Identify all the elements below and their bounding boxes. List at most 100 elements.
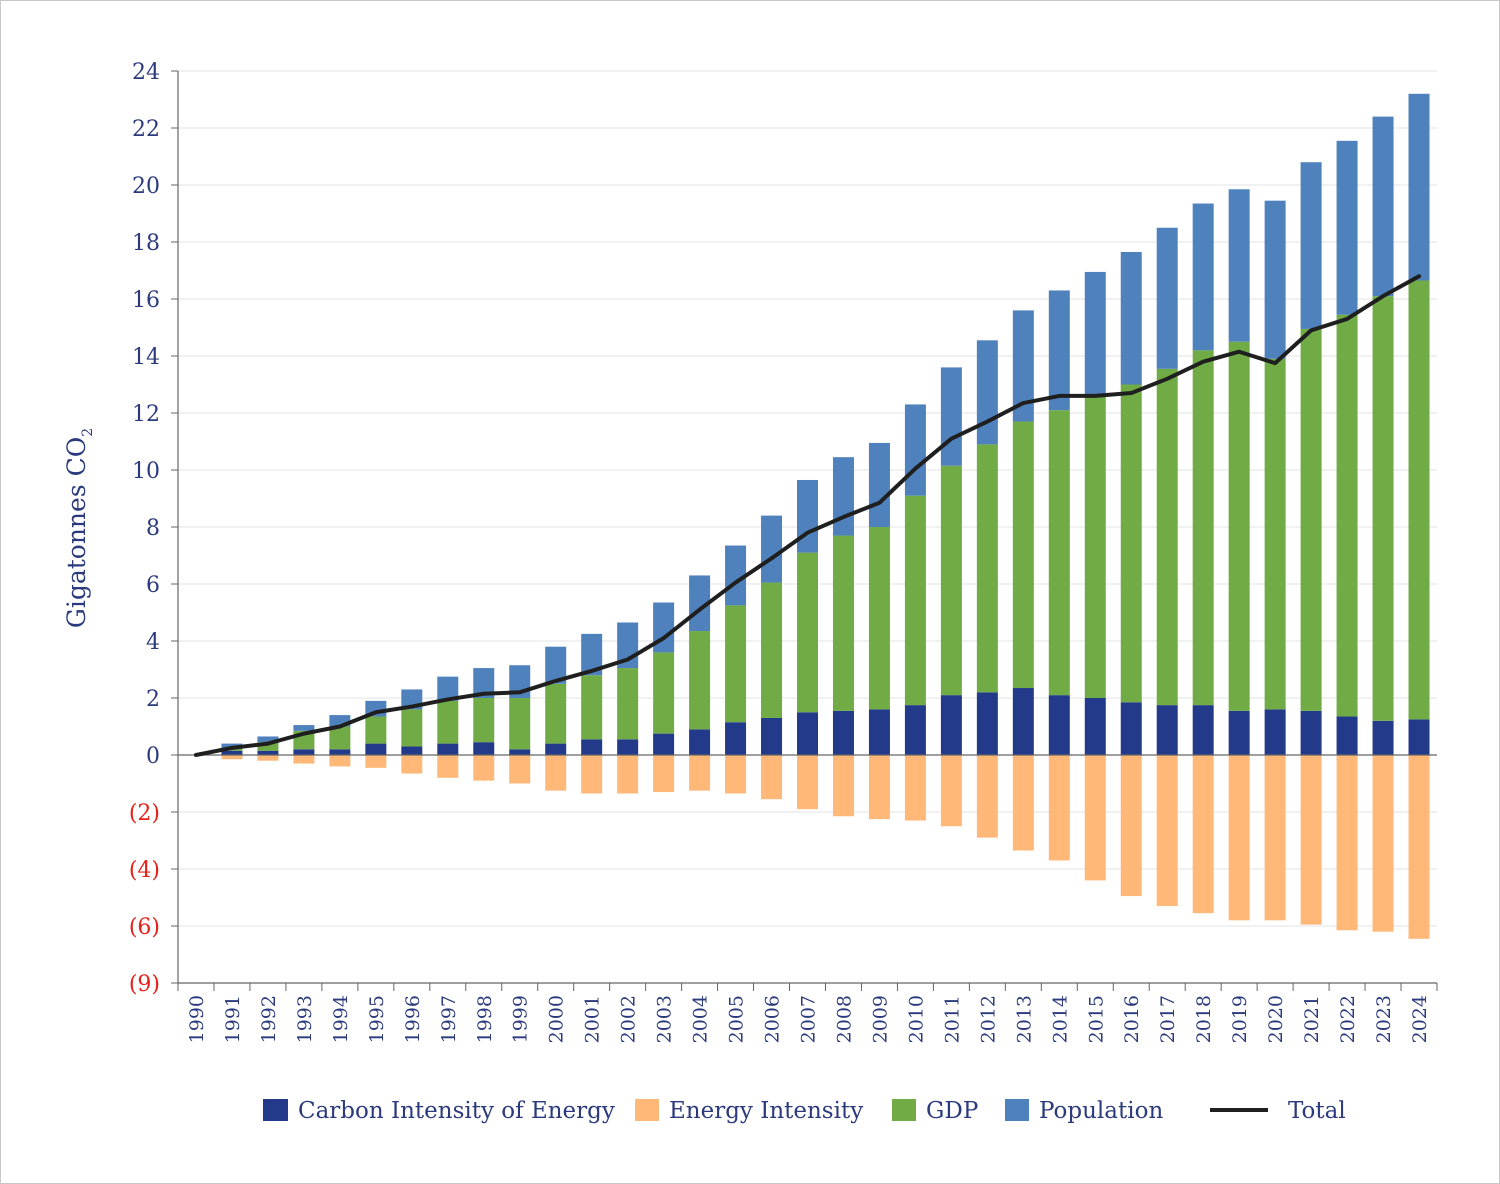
y-tick-label: 12 [132,402,160,427]
bar-gdp [581,675,603,740]
bar-carbon-intensity-of-energy [1228,710,1250,755]
bar-energy-intensity [1372,755,1394,932]
bar-carbon-intensity-of-energy [1120,702,1142,755]
bar-gdp [1408,280,1430,720]
bar-gdp [868,527,890,710]
legend-label-total: Total [1288,1098,1346,1124]
bar-gdp [509,698,531,750]
bar-energy-intensity [1336,755,1358,931]
bar-carbon-intensity-of-energy [1048,695,1070,755]
x-tick-label: 2015 [1085,995,1107,1043]
bar-carbon-intensity-of-energy [401,746,423,755]
bar-energy-intensity [1300,755,1322,925]
bar-gdp [437,700,459,744]
energy-intensity-bars [221,755,1430,939]
bar-energy-intensity [1408,755,1430,939]
y-axis-title: Gigatonnes CO2 [62,428,96,628]
y-tick-label: (2) [129,801,160,826]
y-tick-label: (4) [129,858,160,883]
bar-carbon-intensity-of-energy [1156,705,1178,755]
x-tick-label: 2000 [546,995,568,1043]
x-tick-label: 2012 [977,995,999,1043]
bar-energy-intensity [976,755,998,838]
bar-energy-intensity [221,755,243,760]
bar-population [1156,227,1178,369]
x-tick-label: 2018 [1193,995,1215,1043]
x-tick-label: 1993 [294,995,316,1043]
bar-gdp [1156,368,1178,706]
bar-carbon-intensity-of-energy [761,717,783,755]
y-tick-label: 6 [146,573,160,598]
bar-energy-intensity [401,755,423,774]
bar-energy-intensity [904,755,926,821]
bar-energy-intensity [257,755,279,761]
bar-gdp [1300,328,1322,711]
bar-carbon-intensity-of-energy [904,705,926,755]
bar-energy-intensity [868,755,890,820]
bar-population [653,602,675,653]
bar-population [976,340,998,445]
bar-population [689,575,711,632]
bar-population [725,545,747,606]
x-tick-label: 1992 [258,995,280,1043]
bar-population [797,479,818,553]
bar-carbon-intensity-of-energy [581,739,603,755]
bar-population [545,646,567,684]
bar-gdp [653,652,675,734]
x-tick-label: 1998 [474,995,496,1043]
bar-carbon-intensity-of-energy [689,729,711,755]
bar-gdp [940,465,962,696]
bar-carbon-intensity-of-energy [293,749,315,755]
bar-gdp [329,726,351,750]
y-tick-label: 22 [132,117,160,142]
bar-gdp [257,742,279,751]
bar-gdp [1012,421,1034,689]
y-tick-label: 2 [146,687,160,712]
bar-gdp [797,552,818,713]
bar-carbon-intensity-of-energy [1336,716,1358,755]
y-tick-label: 24 [132,60,160,85]
x-tick-label: 2003 [654,995,676,1043]
bar-energy-intensity [1192,755,1214,914]
bar-energy-intensity [293,755,315,764]
bar-gdp [617,668,639,740]
bar-energy-intensity [1264,755,1286,921]
bar-carbon-intensity-of-energy [1264,709,1286,755]
bar-gdp [761,582,783,718]
y-tick-label: (9) [129,972,160,997]
y-tick-label: 10 [132,459,160,484]
bar-gdp [1084,394,1106,698]
x-tick-label: 2020 [1265,995,1287,1043]
bar-population [1048,290,1070,411]
bar-population [904,404,926,496]
bar-population [1408,93,1430,281]
bar-population [1192,203,1214,351]
bar-gdp [1372,296,1394,721]
bar-gdp [473,698,495,743]
x-tick-label: 2024 [1409,995,1431,1043]
x-tick-label: 1999 [510,995,532,1043]
bar-carbon-intensity-of-energy [1192,705,1214,755]
bar-gdp [1048,410,1070,696]
y-tick-label: 8 [146,516,160,541]
bar-energy-intensity [940,755,962,827]
bar-energy-intensity [437,755,459,778]
bar-gdp [1228,341,1250,711]
bar-population [1228,189,1250,342]
x-tick-label: 2022 [1337,995,1359,1043]
bar-population [868,442,890,527]
x-tick-label: 2016 [1121,995,1143,1043]
y-tick-label: 14 [132,345,160,370]
bar-energy-intensity [473,755,495,781]
bar-gdp [1120,384,1142,703]
legend-swatch-population [1005,1099,1029,1121]
bar-carbon-intensity-of-energy [832,710,854,755]
bar-gdp [1192,350,1214,706]
x-tick-label: 2013 [1013,995,1035,1043]
bar-carbon-intensity-of-energy [940,695,962,755]
bar-population [329,715,351,727]
x-tick-label: 2004 [690,995,712,1043]
bar-carbon-intensity-of-energy [797,712,818,755]
y-axis-title-text: Gigatonnes CO [62,437,91,628]
